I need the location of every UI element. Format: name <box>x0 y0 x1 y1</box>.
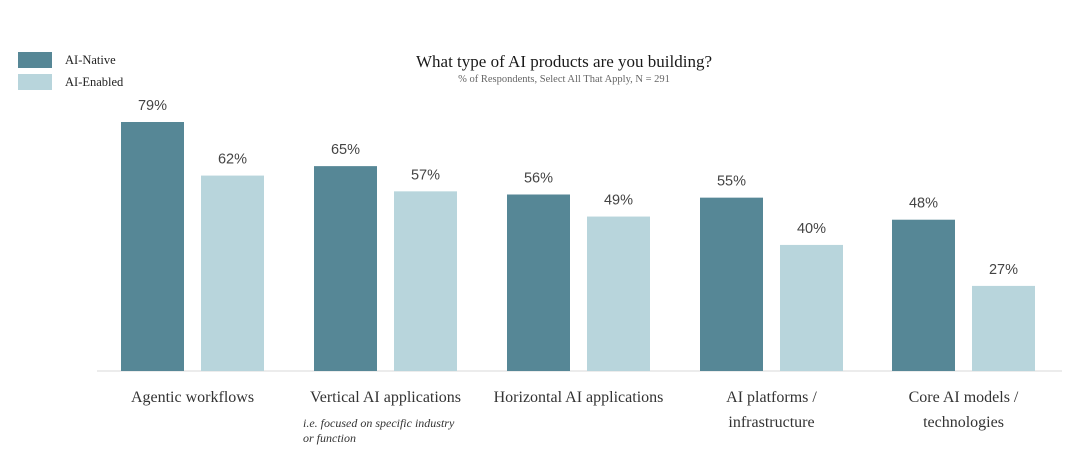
bar-ai-enabled-2 <box>587 216 650 371</box>
category-note-1-line-1: or function <box>303 431 356 445</box>
legend-swatch-ai-enabled <box>18 74 52 90</box>
legend-label-ai-enabled: AI-Enabled <box>65 75 124 89</box>
data-label-ai-enabled-4: 27% <box>989 262 1018 278</box>
data-label-ai-enabled-3: 40% <box>797 221 826 237</box>
bar-ai-enabled-3 <box>780 244 843 371</box>
category-labels-group: Agentic workflows Vertical AI application… <box>131 389 1019 445</box>
legend-swatch-ai-native <box>18 52 52 68</box>
data-label-ai-enabled-1: 57% <box>411 167 440 183</box>
data-label-ai-native-2: 56% <box>524 170 553 186</box>
bar-ai-native-1 <box>314 166 377 371</box>
legend: AI-Native AI-Enabled <box>18 52 124 90</box>
bar-ai-enabled-4 <box>972 285 1035 371</box>
bars-group <box>121 122 1035 371</box>
category-label-1: Vertical AI applications <box>310 389 461 406</box>
data-label-ai-enabled-0: 62% <box>218 152 247 168</box>
bar-ai-native-2 <box>507 194 570 371</box>
legend-label-ai-native: AI-Native <box>65 53 116 67</box>
bar-ai-native-3 <box>700 197 763 371</box>
category-label-4-line-1: technologies <box>923 414 1004 431</box>
bar-ai-enabled-1 <box>394 191 457 371</box>
data-label-ai-native-3: 55% <box>717 174 746 190</box>
category-label-2: Horizontal AI applications <box>494 389 664 406</box>
category-label-3-line-0: AI platforms / <box>726 389 817 406</box>
bar-ai-enabled-0 <box>201 175 264 371</box>
data-label-ai-native-1: 65% <box>331 142 360 158</box>
category-label-3-line-1: infrastructure <box>728 414 814 431</box>
data-label-ai-native-0: 79% <box>138 98 167 114</box>
category-label-0: Agentic workflows <box>131 389 254 406</box>
data-label-ai-enabled-2: 49% <box>604 193 633 209</box>
bar-ai-native-4 <box>892 219 955 371</box>
chart-subtitle: % of Respondents, Select All That Apply,… <box>458 74 670 85</box>
data-label-ai-native-4: 48% <box>909 196 938 212</box>
chart-title: What type of AI products are you buildin… <box>416 52 712 71</box>
bar-ai-native-0 <box>121 122 184 371</box>
category-note-1-line-0: i.e. focused on specific industry <box>303 416 455 430</box>
value-labels-group: 79% 65% 56% 55% 48% 62% 57% 49% 40% 27% <box>138 98 1018 278</box>
category-label-4-line-0: Core AI models / <box>909 389 1019 406</box>
